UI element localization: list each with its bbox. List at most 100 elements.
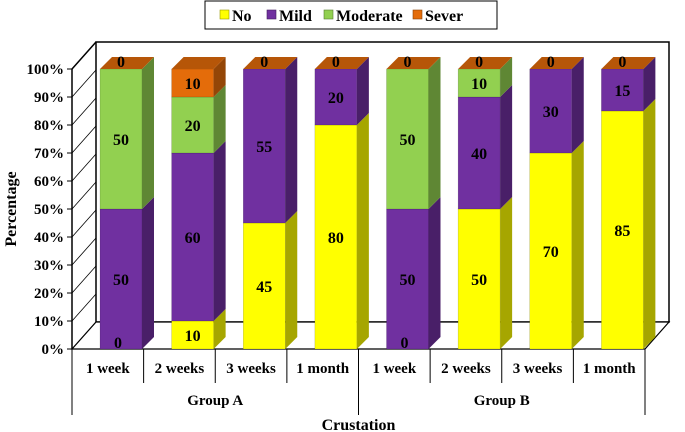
y-tick-depth <box>71 69 97 98</box>
data-label: 55 <box>256 139 272 156</box>
bar-side-mild <box>500 85 513 209</box>
bar-segment-no <box>529 152 572 350</box>
y-tick-label: 100% <box>27 62 65 78</box>
data-label: 0 <box>547 54 555 71</box>
y-tick-label: 40% <box>34 230 64 246</box>
category-label: 1 week <box>372 361 416 377</box>
data-label: 0 <box>401 335 409 352</box>
bar-segment-moderate <box>99 68 143 210</box>
bar-top-cap <box>100 57 154 69</box>
data-label: 70 <box>543 244 559 261</box>
y-tick-label: 90% <box>34 90 64 106</box>
y-tick-label: 70% <box>34 146 64 162</box>
data-label: 80 <box>328 230 344 247</box>
data-label: 0 <box>114 335 122 352</box>
bar-side-sever <box>213 57 226 97</box>
y-tick-label: 50% <box>34 202 64 218</box>
bar-side-moderate <box>213 85 226 153</box>
data-label: 30 <box>543 104 559 121</box>
bar-side-mild <box>428 197 441 349</box>
bar-segment-mild <box>529 68 572 154</box>
category-label: 3 weeks <box>226 361 276 377</box>
y-tick-label: 10% <box>34 314 64 330</box>
legend-label-mild: Mild <box>279 8 312 25</box>
data-label: 50 <box>400 132 416 149</box>
y-tick-label: 60% <box>34 174 64 190</box>
data-label: 10 <box>471 76 487 93</box>
bar-segment-no <box>314 124 358 350</box>
legend-swatch-mild <box>266 9 277 20</box>
data-label: 85 <box>614 223 630 240</box>
y-tick-depth <box>71 293 97 322</box>
bar-side-no <box>285 211 298 349</box>
bar-side-moderate <box>142 57 154 209</box>
bar-top-cap <box>529 57 584 69</box>
data-label: 20 <box>185 118 201 135</box>
bar-segment-no <box>601 110 644 350</box>
data-label: 15 <box>614 83 630 100</box>
bar-side-mild <box>643 57 656 111</box>
bar-side-moderate <box>500 57 513 97</box>
legend-label-no: No <box>232 8 252 25</box>
bar-side-mild <box>285 57 298 223</box>
data-label: 0 <box>475 54 483 71</box>
legend-swatch-moderate <box>323 9 334 20</box>
data-label: 60 <box>185 230 201 247</box>
data-label: 0 <box>618 54 626 71</box>
bar-segment-mild <box>601 68 644 112</box>
y-tick-depth <box>71 41 97 70</box>
bar-side-moderate <box>428 57 441 209</box>
y-tick-depth <box>71 97 97 126</box>
data-label: 10 <box>185 76 201 93</box>
data-label: 50 <box>113 132 129 149</box>
bar-segment-moderate <box>457 68 501 98</box>
legend-label-moderate: Moderate <box>336 8 403 25</box>
bar-segment-mild <box>386 208 429 350</box>
data-label: 0 <box>404 54 412 71</box>
bar-side-mild <box>356 57 369 125</box>
category-label: 1 month <box>583 361 637 377</box>
data-label: 20 <box>328 90 344 107</box>
bar-segment-moderate <box>386 68 429 210</box>
y-tick-depth <box>71 265 97 294</box>
category-label: 1 week <box>86 361 130 377</box>
bar-side-no <box>643 99 656 349</box>
y-tick-depth <box>71 153 97 182</box>
bar-top-cap <box>386 57 441 69</box>
bar-segment-no <box>243 222 286 350</box>
bar-side-no <box>500 197 513 349</box>
data-label: 10 <box>185 328 201 345</box>
y-tick-label: 20% <box>34 286 64 302</box>
bar-top-cap <box>314 57 369 69</box>
legend-box <box>204 0 498 30</box>
y-tick-depth <box>71 321 97 350</box>
bar-segment-mild <box>171 152 214 322</box>
bar-top-cap <box>243 57 298 69</box>
bar-segment-mild <box>243 68 286 224</box>
bar-segment-mild <box>314 68 358 126</box>
legend: No Mild Moderate Sever <box>204 0 498 30</box>
bar-top-cap <box>458 57 513 69</box>
data-label: 50 <box>400 272 416 289</box>
category-label: 2 weeks <box>155 361 205 377</box>
bar-side-no <box>356 113 369 349</box>
bar-segment-mild <box>457 96 501 210</box>
group-label: Group A <box>187 393 243 409</box>
y-tick-label: 0% <box>42 342 65 358</box>
bar-side-mild <box>142 197 154 349</box>
category-label: 2 weeks <box>441 361 491 377</box>
legend-swatch-no <box>219 9 230 20</box>
data-label: 50 <box>113 272 129 289</box>
bar-segment-no <box>457 208 501 350</box>
bar-segment-moderate <box>171 96 214 154</box>
data-label: 0 <box>117 54 125 71</box>
bar-side-no <box>213 309 226 349</box>
y-tick-depth <box>71 237 97 266</box>
bar-top-cap <box>601 57 656 69</box>
bar-side-mild <box>213 141 226 321</box>
legend-swatch-sever <box>412 9 423 20</box>
group-label: Group B <box>474 393 530 409</box>
bar-side-no <box>571 141 584 349</box>
y-tick-depth <box>71 209 97 238</box>
